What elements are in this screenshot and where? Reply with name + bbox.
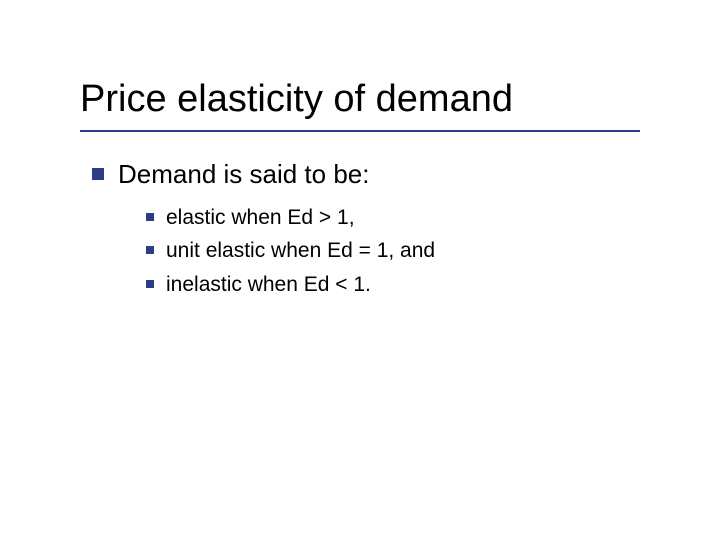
bullet-level1-text: Demand is said to be: [118,158,369,191]
bullet-level1: Demand is said to be: [92,158,720,191]
bullet-level2-text: elastic when Ed > 1, [166,204,355,231]
square-bullet-icon [146,246,154,254]
square-bullet-icon [146,280,154,288]
bullet-level2: elastic when Ed > 1, [146,204,720,231]
slide-body: Demand is said to be: elastic when Ed > … [92,158,720,298]
square-bullet-icon [92,168,104,180]
bullet-level2: unit elastic when Ed = 1, and [146,237,720,264]
bullet-level2: inelastic when Ed < 1. [146,271,720,298]
title-underline [80,130,640,132]
title-block: Price elasticity of demand [80,78,680,132]
sub-bullet-list: elastic when Ed > 1, unit elastic when E… [146,204,720,298]
slide: Price elasticity of demand Demand is sai… [0,0,720,540]
bullet-level2-text: unit elastic when Ed = 1, and [166,237,435,264]
slide-title: Price elasticity of demand [80,78,680,128]
square-bullet-icon [146,213,154,221]
bullet-level2-text: inelastic when Ed < 1. [166,271,371,298]
